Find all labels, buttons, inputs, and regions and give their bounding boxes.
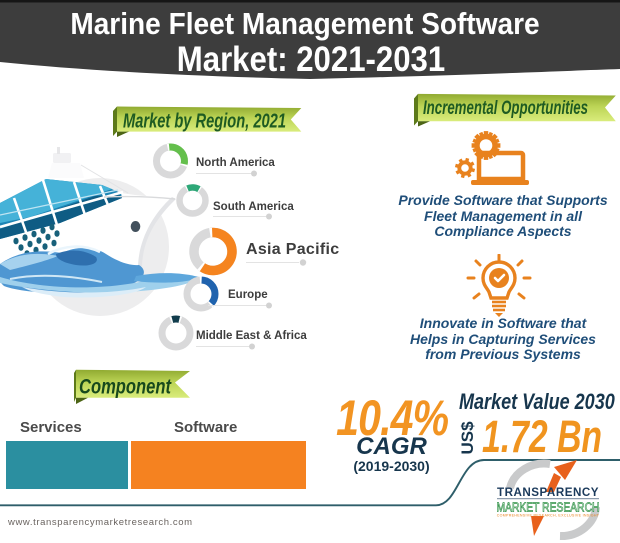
svg-text:Incremental Opportunities: Incremental Opportunities (423, 98, 588, 119)
svg-text:COMPREHENSIVE RESEARCH, EXCLUS: COMPREHENSIVE RESEARCH, EXCLUSIVE INSIGH… (497, 514, 600, 518)
svg-text:TRANSPARENCY: TRANSPARENCY (497, 486, 599, 499)
svg-text:MARKET RESEARCH: MARKET RESEARCH (497, 500, 600, 515)
svg-text:US$: US$ (458, 421, 477, 455)
svg-text:Component: Component (79, 376, 172, 399)
svg-text:Market by Region, 2021: Market by Region, 2021 (123, 110, 286, 132)
